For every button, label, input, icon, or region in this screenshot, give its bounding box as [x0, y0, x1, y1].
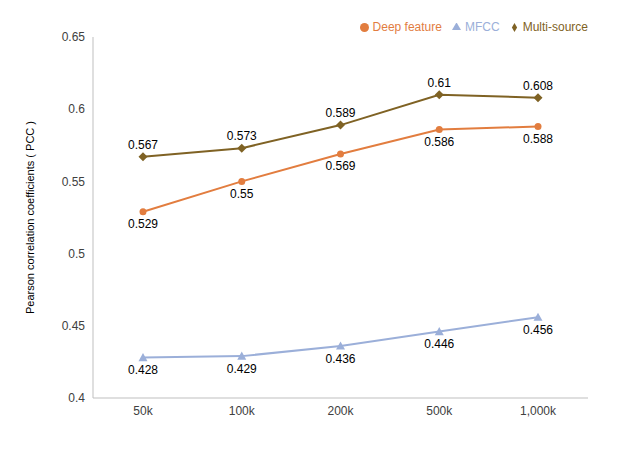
svg-text:0.61: 0.61	[428, 76, 452, 90]
svg-text:0.6: 0.6	[68, 102, 85, 116]
svg-text:200k: 200k	[327, 404, 354, 418]
svg-text:0.5: 0.5	[68, 247, 85, 261]
html-text:Multi-source: Multi-source	[522, 20, 588, 34]
html-text:Deep feature: Deep feature	[372, 20, 442, 34]
svg-text:0.567: 0.567	[128, 138, 158, 152]
svg-text:0.529: 0.529	[128, 217, 158, 231]
svg-text:0.446: 0.446	[424, 337, 454, 351]
svg-text:50k: 50k	[133, 404, 153, 418]
html-text:MFCC: MFCC	[465, 20, 500, 34]
svg-text:1,000k: 1,000k	[520, 404, 557, 418]
svg-text:0.608: 0.608	[523, 79, 553, 93]
svg-text:0.456: 0.456	[523, 323, 553, 337]
svg-text:0.569: 0.569	[325, 159, 355, 173]
svg-text:100k: 100k	[229, 404, 256, 418]
svg-text:0.428: 0.428	[128, 363, 158, 377]
svg-text:0.573: 0.573	[227, 129, 257, 143]
svg-text:0.55: 0.55	[62, 175, 86, 189]
svg-text:0.55: 0.55	[230, 187, 254, 201]
svg-text:500k: 500k	[426, 404, 453, 418]
svg-text:0.65: 0.65	[62, 30, 86, 44]
svg-text:0.436: 0.436	[325, 352, 355, 366]
svg-text:0.45: 0.45	[62, 319, 86, 333]
svg-text:0.589: 0.589	[325, 106, 355, 120]
svg-text:0.429: 0.429	[227, 362, 257, 376]
svg-text:Pearson correlation coefficien: Pearson correlation coefficients ( PCC )	[24, 121, 36, 314]
svg-text:0.4: 0.4	[68, 391, 85, 405]
svg-text:0.588: 0.588	[523, 132, 553, 146]
svg-text:0.586: 0.586	[424, 135, 454, 149]
